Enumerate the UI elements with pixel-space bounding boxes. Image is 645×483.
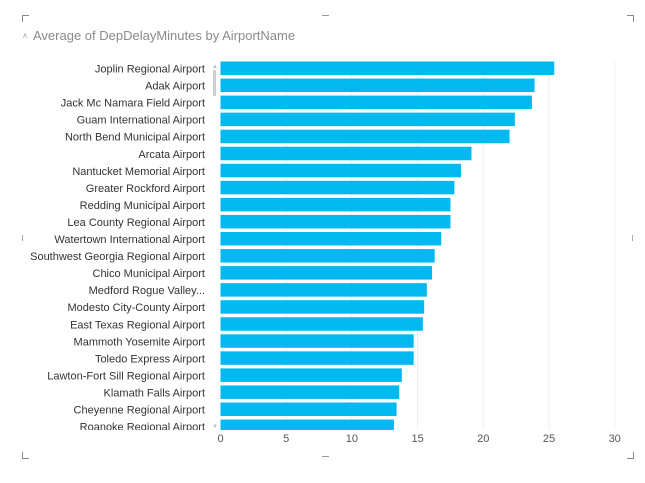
collapse-caret-icon[interactable]: ∧: [22, 31, 28, 40]
category-label: Modesto City-County Airport: [67, 302, 205, 314]
scroll-up-arrow-icon[interactable]: ▲: [212, 64, 218, 70]
bar[interactable]: [220, 334, 414, 348]
bar[interactable]: [220, 61, 555, 76]
category-label: Toledo Express Airport: [95, 353, 205, 365]
bar[interactable]: [220, 112, 515, 127]
bar[interactable]: [220, 180, 455, 195]
category-label: Jack Mc Namara Field Airport: [61, 98, 205, 110]
bar[interactable]: [220, 266, 433, 280]
bar[interactable]: [220, 78, 535, 93]
bar[interactable]: [220, 402, 397, 417]
visual-corner-bottom-left[interactable]: [22, 452, 29, 459]
bar[interactable]: [220, 351, 414, 365]
category-label: Klamath Falls Airport: [104, 387, 205, 399]
bar[interactable]: [220, 317, 423, 331]
bar[interactable]: [220, 385, 400, 399]
x-tick-label: 0: [217, 433, 223, 445]
category-label: Adak Airport: [145, 81, 205, 93]
resize-handle-left[interactable]: [22, 235, 23, 241]
category-label: Southwest Georgia Regional Airport: [30, 251, 205, 263]
chart-title: Average of DepDelayMinutes by AirportNam…: [33, 28, 296, 43]
scrollbar-track[interactable]: [212, 62, 217, 428]
resize-handle-bottom[interactable]: [322, 456, 329, 457]
resize-handle-top[interactable]: [322, 15, 329, 16]
x-tick-label: 20: [477, 433, 489, 445]
x-tick-label: 10: [346, 433, 358, 445]
bar[interactable]: [220, 197, 451, 212]
category-label: Medford Rogue Valley...: [89, 285, 205, 297]
x-tick-label: 15: [411, 433, 423, 445]
bar[interactable]: [220, 283, 427, 297]
category-label: Cheyenne Regional Airport: [74, 405, 205, 417]
category-label: Chico Municipal Airport: [93, 268, 206, 280]
category-label: Guam International Airport: [77, 115, 205, 127]
x-tick-label: 30: [609, 433, 621, 445]
bar[interactable]: [220, 368, 402, 382]
category-label: Joplin Regional Airport: [95, 64, 205, 76]
category-label: Watertown International Airport: [54, 234, 205, 246]
bar[interactable]: [220, 95, 532, 110]
category-label: Arcata Airport: [138, 149, 205, 161]
bar[interactable]: [220, 419, 394, 434]
category-label: Nantucket Memorial Airport: [72, 166, 205, 178]
category-label: Lawton-Fort Sill Regional Airport: [47, 370, 205, 382]
category-label: East Texas Regional Airport: [70, 319, 205, 331]
visual-corner-top-left[interactable]: [22, 15, 29, 22]
category-label: Lea County Regional Airport: [67, 217, 205, 229]
category-label: Roanoke Regional Airport: [80, 422, 205, 434]
bar[interactable]: [220, 249, 435, 263]
visual-corner-top-right[interactable]: [627, 15, 634, 22]
category-label: Mammoth Yosemite Airport: [74, 336, 205, 348]
resize-handle-right[interactable]: [632, 235, 633, 241]
bar[interactable]: [220, 163, 461, 178]
scrollbar-thumb[interactable]: [213, 70, 216, 96]
category-label: Greater Rockford Airport: [86, 183, 205, 195]
bar[interactable]: [220, 232, 442, 246]
category-label: North Bend Municipal Airport: [65, 132, 205, 144]
visual-corner-bottom-right[interactable]: [627, 452, 634, 459]
category-label: Redding Municipal Airport: [80, 200, 205, 212]
bar[interactable]: [220, 214, 451, 229]
x-tick-label: 5: [283, 433, 289, 445]
bar[interactable]: [220, 129, 510, 144]
scroll-down-arrow-icon[interactable]: ▼: [212, 424, 218, 430]
bar[interactable]: [220, 300, 425, 314]
x-tick-label: 25: [543, 433, 555, 445]
bar[interactable]: [220, 146, 472, 161]
